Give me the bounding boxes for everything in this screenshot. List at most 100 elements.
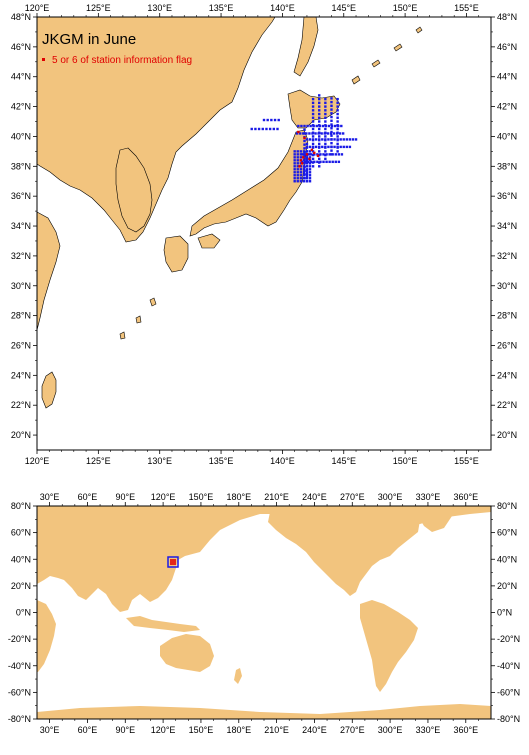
station-marker	[321, 145, 324, 149]
station-marker	[324, 142, 327, 146]
station-marker	[305, 174, 309, 177]
station-marker	[318, 153, 321, 157]
station-marker	[330, 123, 333, 126]
station-marker	[300, 160, 304, 164]
station-marker	[336, 131, 339, 134]
lon-tick-label: 120°E	[25, 456, 50, 466]
lat-tick-label: -20°N	[8, 634, 31, 644]
kuril-islands	[351, 26, 423, 85]
flagged-station-marker	[310, 148, 314, 152]
station-marker	[318, 101, 321, 105]
station-marker	[313, 153, 316, 156]
station-marker	[296, 180, 299, 183]
station-marker	[318, 116, 321, 119]
station-marker	[311, 165, 315, 168]
south-america	[360, 600, 418, 692]
station-marker	[339, 138, 342, 141]
station-marker	[322, 160, 325, 164]
lon-tick-label: 90°E	[115, 492, 135, 502]
station-marker	[316, 153, 319, 156]
station-marker	[297, 124, 300, 128]
station-marker	[293, 156, 296, 159]
station-marker	[250, 127, 253, 131]
station-marker	[306, 160, 310, 164]
hokkaido-island	[287, 89, 341, 129]
station-marker	[254, 127, 257, 131]
station-marker	[276, 127, 279, 131]
station-marker	[324, 153, 327, 157]
station-marker	[296, 165, 299, 168]
lon-tick-label: 150°E	[189, 725, 214, 735]
ryukyu-islands	[119, 297, 157, 340]
station-marker	[319, 153, 322, 156]
lat-tick-label: 36°N	[497, 191, 517, 201]
lat-tick-label: 48°N	[11, 12, 31, 22]
lat-tick-label: 24°N	[11, 370, 31, 380]
lon-tick-label: 125°E	[86, 3, 111, 13]
station-marker	[299, 180, 303, 183]
station-marker	[295, 132, 299, 135]
lat-tick-label: -60°N	[497, 687, 520, 697]
lon-tick-label: 60°E	[78, 725, 98, 735]
station-marker	[311, 120, 315, 123]
station-marker	[341, 132, 345, 135]
station-marker	[293, 165, 296, 168]
station-marker	[293, 150, 296, 153]
station-marker	[305, 162, 309, 165]
kyushu-island	[163, 235, 189, 273]
eurasia	[37, 506, 491, 612]
station-marker	[336, 124, 339, 127]
station-marker	[311, 116, 315, 119]
station-marker	[336, 109, 339, 112]
station-marker	[327, 124, 331, 128]
station-marker	[308, 153, 312, 156]
station-marker	[296, 174, 299, 177]
station-marker	[311, 124, 315, 127]
lat-tick-label: 38°N	[497, 161, 517, 171]
lon-tick-label: 270°E	[340, 492, 365, 502]
regional-map-frame	[36, 16, 492, 451]
lon-tick-label: 270°E	[340, 725, 365, 735]
station-marker	[296, 156, 299, 159]
station-marker	[305, 157, 309, 161]
station-marker	[318, 120, 321, 123]
station-marker	[311, 161, 315, 164]
lon-tick-label: 180°E	[226, 492, 251, 502]
station-marker	[311, 157, 315, 161]
lon-tick-label: 210°E	[264, 492, 289, 502]
lat-tick-label: 30°N	[11, 281, 31, 291]
station-marker	[310, 153, 313, 156]
station-marker	[303, 160, 307, 164]
station-marker	[303, 139, 306, 143]
station-marker	[308, 177, 312, 180]
station-marker	[324, 138, 327, 142]
station-marker	[277, 118, 280, 122]
station-marker	[293, 168, 296, 171]
station-marker	[316, 160, 319, 164]
station-marker	[318, 109, 321, 112]
station-marker	[305, 172, 309, 175]
lat-tick-label: 40°N	[497, 131, 517, 141]
station-marker	[299, 153, 303, 156]
station-marker	[336, 138, 339, 142]
station-marker	[318, 165, 321, 168]
lat-tick-label: 34°N	[11, 221, 31, 231]
station-marker	[293, 177, 296, 180]
station-marker	[262, 118, 266, 122]
antarctica	[37, 704, 491, 719]
station-marker	[324, 105, 327, 108]
station-marker	[330, 145, 333, 149]
station-marker	[348, 145, 352, 149]
station-marker	[303, 153, 307, 156]
station-marker	[302, 171, 306, 174]
station-marker	[348, 138, 352, 141]
flagged-station-marker	[303, 136, 306, 140]
station-marker	[308, 138, 312, 141]
station-marker	[293, 174, 296, 177]
lon-tick-label: 300°E	[378, 725, 403, 735]
lat-tick-label: -60°N	[8, 687, 31, 697]
lon-tick-label: 140°E	[270, 3, 295, 13]
station-marker	[324, 120, 327, 123]
station-marker	[305, 177, 309, 180]
